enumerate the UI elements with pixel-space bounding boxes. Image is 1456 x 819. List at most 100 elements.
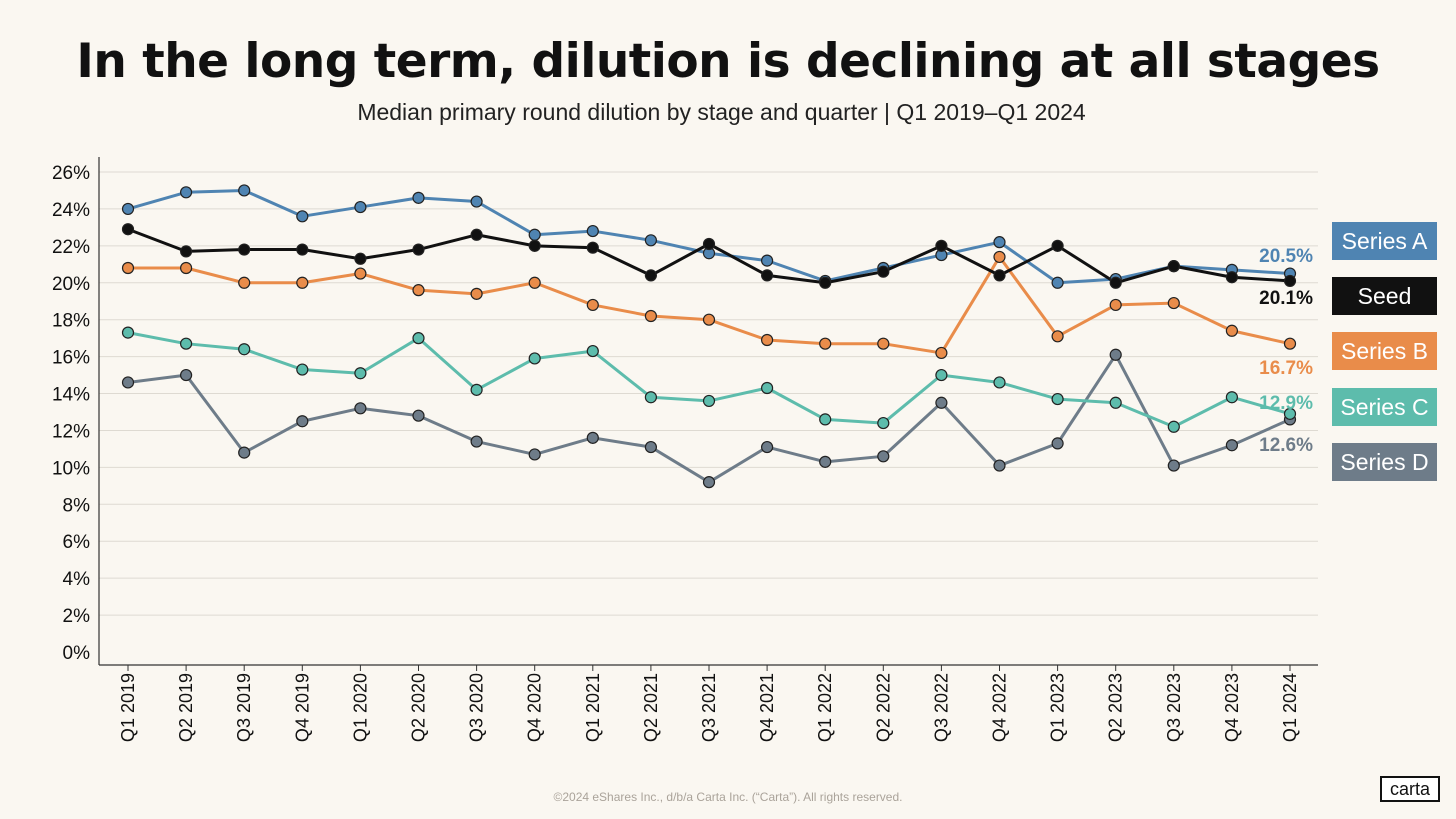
x-tick-label: Q1 2019 [118, 673, 138, 742]
data-point [296, 276, 309, 289]
data-point [935, 346, 948, 360]
data-point [586, 298, 599, 312]
data-point [121, 223, 135, 236]
x-tick-label: Q2 2020 [409, 673, 429, 742]
x-tick-label: Q4 2023 [1222, 673, 1242, 742]
y-tick-label: 4% [63, 569, 91, 590]
y-tick-label: 26% [52, 163, 90, 184]
y-tick-label: 12% [52, 421, 90, 442]
data-point [470, 228, 483, 241]
data-point [470, 195, 483, 208]
chart-title: In the long term, dilution is declining … [76, 34, 1380, 89]
x-tick-label: Q2 2023 [1106, 673, 1126, 742]
data-point [1283, 274, 1297, 288]
data-point [470, 435, 483, 448]
data-point [180, 368, 193, 382]
data-point [180, 186, 193, 199]
y-tick-label: 8% [63, 495, 91, 516]
data-point [528, 276, 541, 289]
data-point [238, 343, 251, 356]
data-point [296, 210, 309, 223]
data-point [121, 326, 135, 339]
data-point [819, 413, 832, 426]
y-tick-label: 24% [52, 200, 90, 221]
legend-series-d: Series D [1332, 443, 1437, 481]
x-tick-label: Q2 2021 [641, 673, 661, 742]
end-value-label: 16.7% [1259, 358, 1313, 379]
data-point [819, 337, 832, 350]
data-point [1167, 260, 1180, 273]
data-point [1167, 420, 1180, 433]
data-point [238, 276, 251, 289]
data-point [121, 376, 135, 389]
data-point [993, 269, 1006, 282]
y-tick-label: 18% [52, 311, 90, 332]
data-point [238, 243, 251, 256]
y-tick-label: 2% [63, 606, 91, 627]
data-point [760, 440, 774, 454]
y-tick-label: 20% [52, 274, 90, 295]
data-point [1167, 459, 1180, 472]
data-point [993, 459, 1006, 472]
end-value-label: 20.5% [1259, 246, 1313, 267]
data-point [877, 337, 890, 350]
data-point [354, 267, 367, 280]
data-point [819, 276, 832, 289]
data-point [1167, 296, 1180, 310]
data-point [877, 450, 890, 463]
data-point [412, 409, 425, 422]
y-tick-label: 0% [63, 643, 91, 664]
data-point [180, 245, 193, 258]
data-point [470, 287, 483, 300]
data-point [702, 237, 716, 251]
data-point [760, 269, 774, 282]
data-point [528, 352, 541, 365]
data-point [1225, 439, 1239, 452]
x-tick-label: Q1 2021 [583, 673, 603, 742]
x-tick-label: Q3 2019 [234, 673, 254, 742]
data-point [354, 367, 367, 380]
x-tick-label: Q1 2020 [350, 673, 370, 742]
data-point [935, 396, 948, 409]
data-point [586, 224, 599, 238]
data-point [1109, 396, 1122, 409]
data-point [1051, 276, 1064, 289]
data-point [1051, 392, 1064, 406]
data-point [296, 363, 309, 376]
data-point [121, 261, 135, 275]
x-tick-label: Q1 2023 [1048, 673, 1068, 742]
data-point [993, 250, 1006, 264]
x-tick-label: Q1 2022 [815, 673, 835, 742]
legend-series-b: Series B [1332, 332, 1437, 370]
legend-series-a: Series A [1332, 222, 1437, 260]
data-point [644, 391, 658, 404]
carta-logo: carta [1380, 776, 1440, 802]
data-point [935, 368, 948, 382]
x-tick-label: Q3 2021 [699, 673, 719, 742]
data-point [993, 236, 1006, 249]
x-tick-label: Q3 2020 [467, 673, 487, 742]
data-point [412, 332, 425, 345]
data-point [528, 228, 541, 241]
end-value-label: 20.1% [1259, 288, 1313, 309]
data-point [354, 402, 367, 415]
data-point [644, 234, 658, 247]
y-tick-label: 14% [52, 385, 90, 406]
data-point [354, 200, 367, 214]
end-value-label: 12.9% [1259, 393, 1313, 414]
data-point [760, 254, 774, 267]
data-point [412, 191, 425, 204]
data-point [1051, 330, 1064, 343]
data-point [121, 202, 135, 216]
data-point [1051, 239, 1064, 252]
data-point [993, 376, 1006, 389]
data-point [470, 383, 483, 396]
data-point [1109, 276, 1122, 289]
data-point [702, 394, 716, 408]
data-point [180, 337, 193, 350]
y-tick-label: 6% [63, 532, 91, 553]
data-point [935, 239, 948, 252]
data-point [644, 440, 658, 454]
legend-seed: Seed [1332, 277, 1437, 315]
